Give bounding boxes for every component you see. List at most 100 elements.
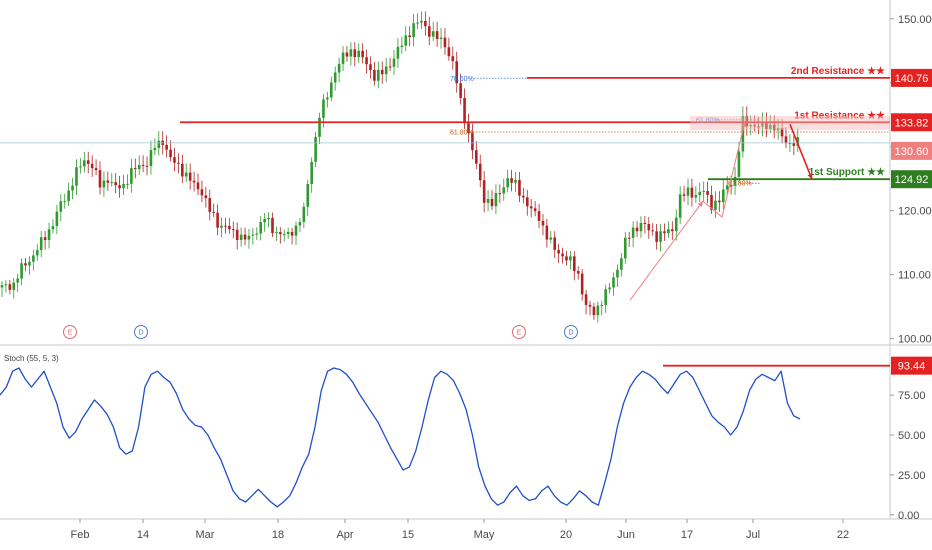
event-marker-label: D bbox=[568, 330, 573, 337]
candle-body bbox=[584, 294, 588, 305]
candle-body bbox=[94, 168, 98, 171]
fib-label: 61.80% bbox=[728, 181, 752, 188]
candle-body bbox=[659, 231, 662, 242]
candle-body bbox=[333, 72, 337, 83]
price-tag bbox=[891, 141, 932, 160]
x-axis-tick-label: Apr bbox=[336, 529, 353, 541]
fib-label: 61.80% bbox=[450, 130, 474, 137]
x-axis-tick-label: May bbox=[474, 529, 495, 541]
forecast-arrow bbox=[789, 124, 813, 180]
candle-body bbox=[90, 163, 94, 169]
candle-body bbox=[443, 37, 447, 48]
candle-body bbox=[361, 50, 364, 58]
candle-body bbox=[243, 234, 247, 240]
candle-body bbox=[576, 271, 580, 274]
candle-body bbox=[424, 20, 427, 27]
price-tag-label: 133.82 bbox=[895, 117, 929, 129]
candle-body bbox=[271, 217, 274, 234]
candle-body bbox=[145, 165, 149, 167]
candle-body bbox=[79, 166, 82, 168]
candle-body bbox=[514, 179, 517, 183]
candle-body bbox=[482, 180, 486, 203]
level-label: 1st Support ★★ bbox=[809, 167, 885, 178]
candle-body bbox=[235, 229, 239, 241]
candle-body bbox=[694, 195, 698, 198]
candle-body bbox=[494, 193, 498, 207]
candle-body bbox=[529, 206, 533, 209]
candle-body bbox=[63, 201, 67, 203]
candle-body bbox=[353, 49, 357, 58]
candle-body bbox=[153, 148, 157, 151]
candle-body bbox=[706, 190, 709, 195]
candle-body bbox=[314, 136, 317, 162]
candle-body bbox=[663, 231, 666, 234]
candle-body bbox=[416, 22, 419, 24]
candle-body bbox=[279, 232, 282, 235]
stoch-axis-tick-label: 25.00 bbox=[898, 470, 926, 482]
candle-body bbox=[47, 229, 51, 241]
event-marker bbox=[512, 325, 526, 339]
x-axis-tick-label: Mar bbox=[196, 529, 215, 541]
candle-body bbox=[592, 306, 596, 316]
candle-body bbox=[475, 150, 478, 164]
candle-body bbox=[98, 170, 102, 188]
x-axis-tick-label: 14 bbox=[137, 529, 149, 541]
stoch-axis-tick-label: 75.00 bbox=[898, 390, 926, 402]
candle-body bbox=[263, 218, 266, 223]
candle-body bbox=[141, 164, 145, 166]
candle-body bbox=[16, 278, 19, 283]
candle-body bbox=[177, 162, 180, 164]
candle-body bbox=[467, 123, 470, 133]
candles-group bbox=[0, 11, 800, 323]
candle-body bbox=[721, 189, 725, 203]
event-marker-label: E bbox=[517, 330, 522, 337]
event-marker bbox=[63, 325, 77, 339]
candle-body bbox=[451, 56, 455, 62]
candle-body bbox=[792, 143, 796, 146]
candle-body bbox=[369, 64, 372, 71]
candle-body bbox=[522, 195, 525, 198]
candle-body bbox=[28, 261, 31, 266]
candle-body bbox=[623, 237, 627, 259]
fib-label: 78.60% bbox=[450, 76, 474, 83]
candle-body bbox=[772, 124, 776, 131]
price-tag bbox=[891, 68, 932, 87]
candle-body bbox=[427, 26, 431, 37]
candle-body bbox=[114, 182, 117, 186]
candle-body bbox=[420, 20, 423, 23]
candle-body bbox=[137, 164, 141, 170]
price-axis-tick-label: 100.00 bbox=[898, 334, 932, 346]
price-axis-tick-label: 150.00 bbox=[898, 14, 932, 26]
candle-body bbox=[251, 234, 255, 236]
candle-body bbox=[545, 225, 549, 240]
candle-body bbox=[635, 227, 639, 232]
candle-body bbox=[620, 258, 623, 270]
candle-body bbox=[290, 231, 294, 236]
candle-body bbox=[682, 194, 686, 196]
candle-body bbox=[573, 256, 576, 272]
price-tag-label: 140.76 bbox=[895, 73, 929, 85]
candle-body bbox=[498, 193, 502, 195]
price-axis-tick-label: 120.00 bbox=[898, 206, 932, 218]
candle-body bbox=[106, 180, 110, 183]
candle-body bbox=[627, 237, 631, 239]
price-tag bbox=[891, 113, 932, 132]
candle-body bbox=[702, 190, 705, 192]
candle-body bbox=[184, 172, 188, 177]
candle-body bbox=[228, 225, 231, 230]
candle-body bbox=[306, 183, 310, 207]
candle-body bbox=[310, 161, 313, 184]
candle-body bbox=[365, 57, 368, 65]
candle-body bbox=[181, 163, 184, 177]
candle-body bbox=[267, 217, 270, 219]
candle-body bbox=[12, 282, 16, 290]
candle-body bbox=[149, 150, 153, 167]
candle-body bbox=[412, 23, 415, 38]
candle-body bbox=[510, 178, 513, 183]
candle-body bbox=[459, 83, 462, 98]
candle-body bbox=[737, 151, 741, 177]
candle-body bbox=[765, 121, 768, 129]
candle-body bbox=[220, 225, 223, 228]
candle-body bbox=[651, 230, 655, 232]
